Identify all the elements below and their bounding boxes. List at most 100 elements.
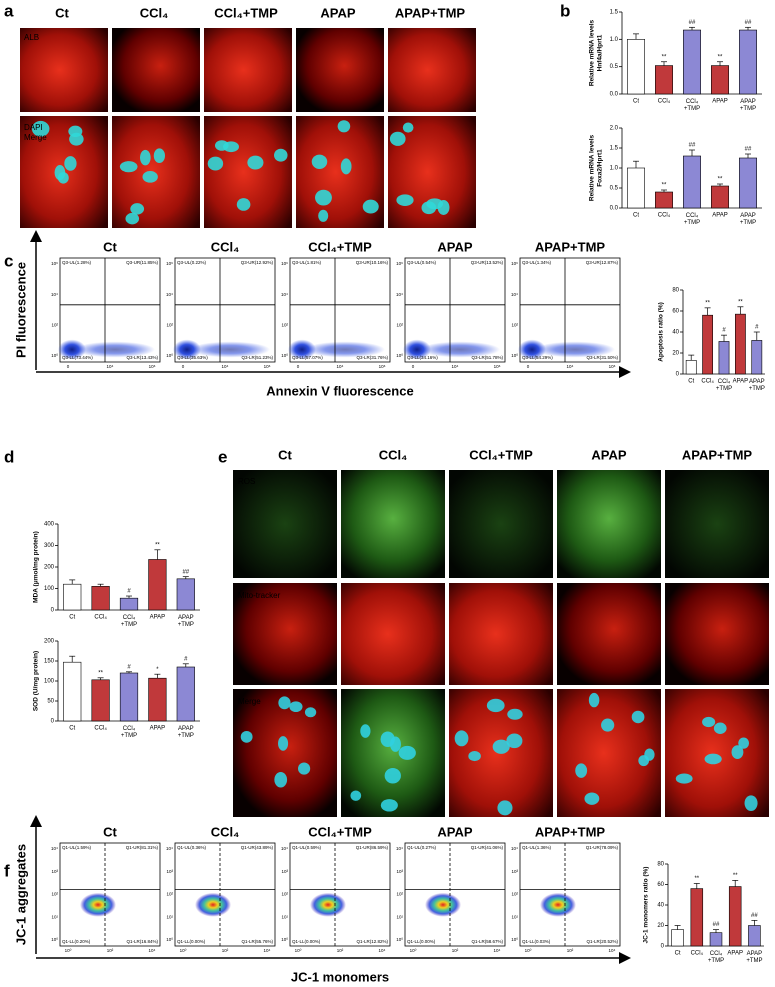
quadrant-label: Q3-UL(1.34%) xyxy=(522,260,552,265)
y-tick-label: 10⁴ xyxy=(511,292,518,297)
x-tick-label: 10⁶ xyxy=(264,364,271,369)
group-header: APAP+TMP xyxy=(395,5,466,20)
quadrant-label: Q1-LL(0.20%) xyxy=(62,939,91,944)
y-tick-label: 20 xyxy=(657,923,664,929)
image-label: Merge xyxy=(238,697,261,706)
x-tick-label: APAP xyxy=(733,379,749,385)
x-tick-label: APAP xyxy=(712,99,728,105)
y-tick-label: 0.5 xyxy=(610,186,619,192)
x-tick-label: CCl₄ +TMP xyxy=(708,951,724,964)
x-tick-label: 10⁴ xyxy=(609,948,616,953)
nucleus xyxy=(486,698,505,713)
nucleus xyxy=(278,696,291,710)
y-tick-label: 10¹ xyxy=(51,914,58,919)
group-header: APAP xyxy=(320,5,355,20)
significance: ## xyxy=(751,913,758,919)
group-header: Ct xyxy=(103,824,117,839)
nucleus xyxy=(426,198,444,210)
quadrant-label: Q3-UR(10.16%) xyxy=(356,260,389,265)
y-tick-label: 10⁴ xyxy=(51,846,58,851)
y-tick-label: 200 xyxy=(44,639,55,645)
y-axis-label: Apoptosis ratio (%) xyxy=(658,302,665,362)
quadrant-label: Q1-LR(12.82%) xyxy=(356,939,388,944)
nucleus xyxy=(713,722,727,734)
bar xyxy=(711,185,729,209)
significance: ## xyxy=(745,20,752,26)
x-tick-label: APAP xyxy=(150,726,166,732)
nucleus xyxy=(402,122,414,133)
density xyxy=(305,341,385,358)
nucleus xyxy=(274,148,288,162)
group-header: APAP+TMP xyxy=(535,239,606,254)
y-tick-label: 10⁶ xyxy=(396,261,403,266)
bar xyxy=(671,929,684,947)
quadrant-label: Q3-UR(13.52%) xyxy=(471,260,504,265)
group-header: APAP xyxy=(437,239,472,254)
nucleus xyxy=(702,716,716,728)
image-label: Mito-tracker xyxy=(238,591,281,600)
density xyxy=(190,341,270,358)
density xyxy=(58,339,86,360)
density xyxy=(173,339,201,360)
x-tick-label: CCl₄ xyxy=(94,615,107,621)
plot-frame xyxy=(174,842,276,947)
x-tick-label: 10⁴ xyxy=(452,364,459,369)
x-tick-label: CCl₄ +TMP xyxy=(684,99,700,112)
panel-label: e xyxy=(218,447,227,466)
plot-frame xyxy=(289,842,391,947)
nucleus xyxy=(468,751,481,762)
bar xyxy=(627,167,645,209)
y-tick-label: 10⁴ xyxy=(51,292,58,297)
significance: ## xyxy=(745,147,752,153)
micro-image xyxy=(341,583,445,685)
nucleus xyxy=(119,161,138,173)
bar xyxy=(683,29,701,95)
micro-image xyxy=(449,470,553,578)
x-tick-label: CCl₄ xyxy=(658,99,671,105)
group-header: APAP+TMP xyxy=(682,447,753,462)
micro-image xyxy=(233,583,337,685)
nucleus xyxy=(704,753,722,765)
y-tick-label: 10⁴ xyxy=(396,846,403,851)
nucleus xyxy=(318,209,329,222)
x-tick-label: 10⁶ xyxy=(609,364,616,369)
nucleus xyxy=(601,718,615,732)
y-tick-label: 50 xyxy=(47,699,54,705)
x-tick-label: 0 xyxy=(527,364,530,369)
y-tick-label: 10² xyxy=(166,323,173,328)
group-header: CCl₄+TMP xyxy=(469,447,533,462)
y-tick-label: 10⁶ xyxy=(51,261,58,266)
image-label: Merge xyxy=(24,133,47,142)
bar xyxy=(627,39,645,95)
y-tick-label: 10⁰ xyxy=(281,937,288,942)
plot-frame xyxy=(59,842,161,947)
quadrant-label: Q1-LL(0.00%) xyxy=(407,939,436,944)
y-tick-label: 10³ xyxy=(396,869,403,874)
y-axis-label: MDA (μmol/mg protein) xyxy=(33,531,40,603)
group-header: CCl₄+TMP xyxy=(308,824,372,839)
bar xyxy=(176,578,195,611)
panel-label: f xyxy=(4,861,10,880)
micro-image xyxy=(233,689,337,817)
nucleus xyxy=(638,755,650,767)
significance: ** xyxy=(98,670,103,676)
y-tick-label: 20 xyxy=(672,351,679,357)
y-tick-label: 10⁴ xyxy=(281,846,288,851)
y-tick-label: 60 xyxy=(657,882,664,888)
panel-label: c xyxy=(4,251,13,270)
y-tick-label: 10² xyxy=(51,892,58,897)
x-tick-label: Ct xyxy=(69,615,75,621)
quadrant-label: Q3-UR(12.87%) xyxy=(586,260,619,265)
y-tick-label: 10² xyxy=(396,892,403,897)
nucleus xyxy=(69,132,84,146)
micro-image xyxy=(341,470,445,578)
nucleus xyxy=(340,158,352,175)
nucleus xyxy=(396,194,414,206)
panel-label: d xyxy=(4,447,14,466)
y-tick-label: 10⁰ xyxy=(166,937,173,942)
y-tick-label: 10⁰ xyxy=(511,937,518,942)
group-header: APAP xyxy=(437,824,472,839)
nucleus xyxy=(506,733,523,749)
x-tick-label: 0 xyxy=(67,364,70,369)
